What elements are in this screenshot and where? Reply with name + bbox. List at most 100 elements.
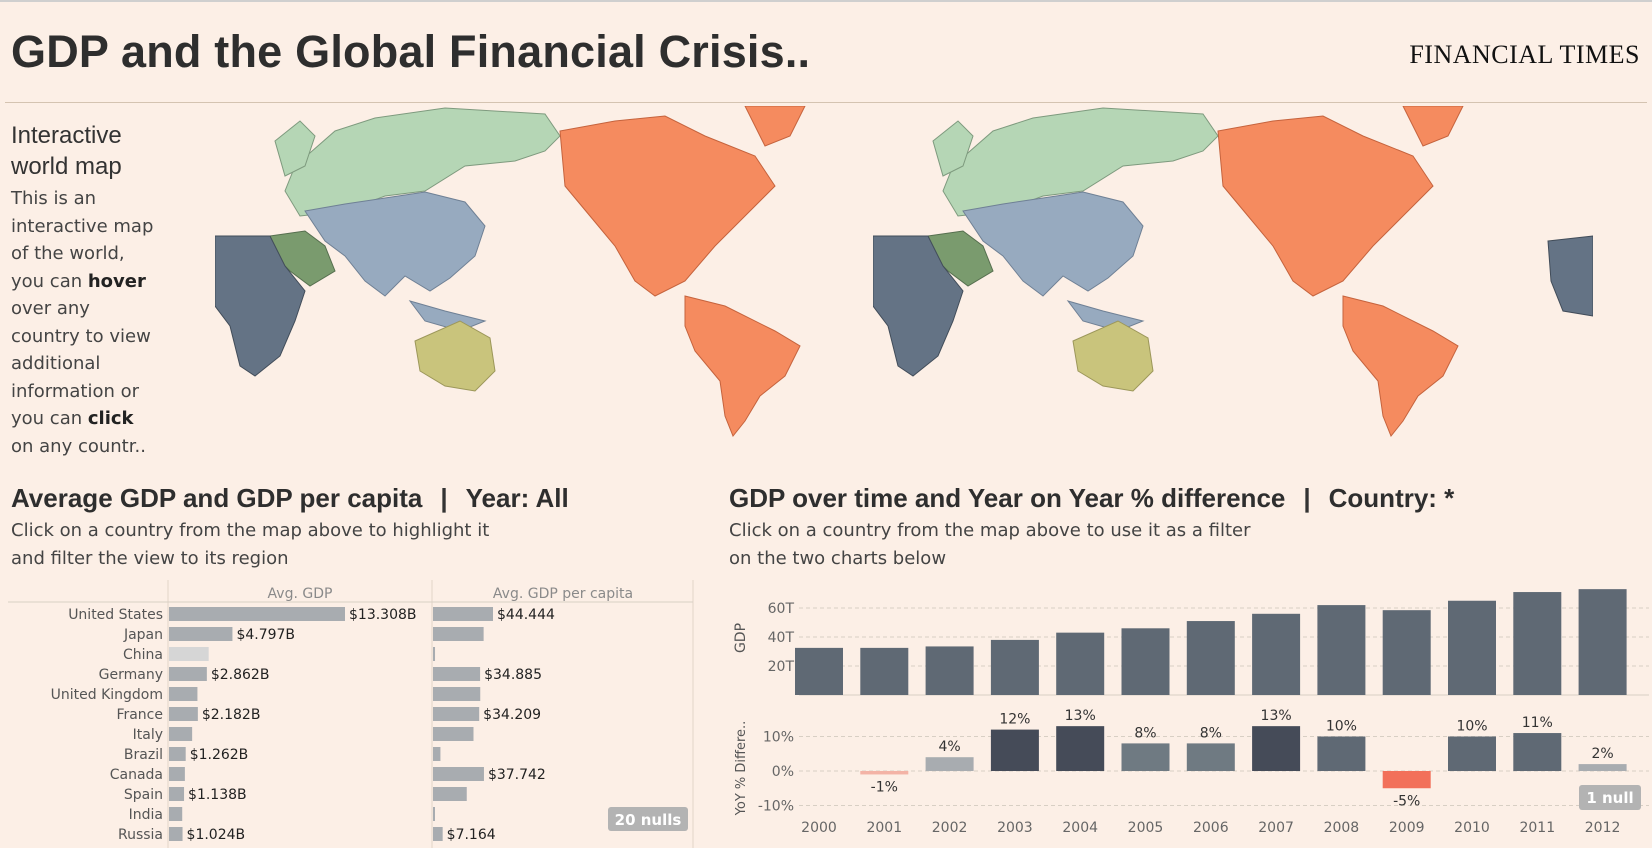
avg-gdp-bar[interactable] [169, 727, 193, 741]
country-label[interactable]: India [129, 807, 163, 823]
yoy-value-label: -1% [871, 779, 898, 795]
avg-gdp-per-capita-bar[interactable] [433, 647, 436, 661]
avg-gdp-bar[interactable] [169, 607, 345, 621]
gdp-bar[interactable] [1121, 628, 1170, 695]
map-region-africa-east-edge[interactable] [1547, 235, 1593, 317]
avg-gdp-per-capita-bar[interactable] [433, 627, 484, 641]
year-tick-label: 2010 [1454, 820, 1490, 836]
yoy-value-label: 11% [1522, 715, 1553, 731]
country-label[interactable]: Germany [99, 667, 163, 683]
gdp-bar[interactable] [1056, 632, 1105, 695]
nulls-badge[interactable] [608, 807, 688, 831]
gdp-bar[interactable] [925, 646, 974, 695]
gdp-bar[interactable] [1382, 610, 1431, 695]
map-region-asia[interactable] [962, 191, 1144, 297]
gdp-bar[interactable] [795, 647, 843, 695]
null-badge[interactable] [1579, 785, 1641, 810]
gdp-bar[interactable] [1448, 600, 1496, 695]
map-region-africa[interactable] [873, 235, 964, 377]
avg-gdp-per-capita-bar[interactable] [433, 827, 443, 841]
map-region-north-america[interactable] [1217, 115, 1434, 297]
year-tick-label: 2005 [1128, 820, 1164, 836]
country-label[interactable]: Canada [110, 767, 163, 783]
map-region-se-asia[interactable] [1066, 300, 1145, 332]
yoy-bar-group[interactable]: -1% 4% 12% 13% 8% 8% 13% 10% -5% 10% 11% 2% [860, 708, 1627, 809]
yoy-value-label: 4% [938, 739, 960, 755]
map-region-greenland[interactable] [744, 106, 806, 147]
country-label[interactable]: Italy [133, 727, 163, 743]
gdp-bar[interactable] [1578, 589, 1627, 695]
map-region-asia[interactable] [304, 191, 486, 297]
avg-gdp-bar[interactable] [169, 787, 185, 801]
col-header-avg-gdp-per-capita: Avg. GDP per capita [493, 586, 633, 602]
avg-gdp-bar[interactable] [169, 807, 183, 821]
country-label[interactable]: Japan [123, 627, 163, 643]
country-label[interactable]: Russia [118, 827, 163, 843]
country-label[interactable]: United Kingdom [51, 687, 163, 703]
avg-gdp-bar[interactable] [169, 667, 207, 681]
avg-gdp-bar[interactable] [169, 747, 186, 761]
map-region-north-america[interactable] [559, 115, 776, 297]
yoy-bar[interactable] [1121, 743, 1170, 771]
map-region-greenland[interactable] [1402, 106, 1464, 147]
gdp-bar[interactable] [990, 639, 1039, 695]
yoy-bar[interactable] [1056, 726, 1105, 771]
avg-gdp-per-capita-bar[interactable] [433, 767, 484, 781]
avg-gdp-value-label: $1.138B [188, 787, 247, 803]
gdp-bar[interactable] [1186, 621, 1235, 695]
yoy-value-label: 12% [999, 712, 1030, 728]
year-tick-label: 2002 [932, 820, 968, 836]
avg-gdp-bar[interactable] [169, 827, 183, 841]
yoy-bar[interactable] [860, 771, 909, 775]
map-region-south-america[interactable] [684, 295, 801, 437]
map-region-scandinavia[interactable] [274, 120, 316, 177]
avg-gdp-chart[interactable]: Avg. GDP Avg. GDP per capita United Stat… [0, 578, 700, 848]
yoy-bar[interactable] [1382, 771, 1431, 789]
avg-gdp-bar[interactable] [169, 627, 233, 641]
gdp-bar[interactable] [860, 647, 909, 695]
avg-gdp-per-capita-bar[interactable] [433, 807, 435, 821]
country-label[interactable]: Spain [124, 787, 163, 803]
yoy-bar[interactable] [1252, 726, 1301, 771]
avg-gdp-per-capita-bar[interactable] [433, 707, 480, 721]
world-map-right[interactable] [873, 106, 1593, 456]
gdp-bar[interactable] [1317, 605, 1366, 695]
country-label[interactable]: Brazil [124, 747, 163, 763]
gdp-tick-label: 60T [768, 601, 795, 617]
map-region-oceania[interactable] [1072, 320, 1154, 392]
left-bar-group[interactable]: United States $13.308B $44.444 Japan $4.797B… [51, 607, 555, 843]
avg-gdp-per-capita-bar[interactable] [433, 787, 467, 801]
yoy-bar[interactable] [990, 729, 1039, 771]
year-tick-label: 2008 [1324, 820, 1360, 836]
avg-gdp-bar[interactable] [169, 687, 198, 701]
avg-gdp-per-capita-bar[interactable] [433, 747, 441, 761]
yoy-bar[interactable] [1578, 764, 1627, 771]
country-label[interactable]: China [123, 647, 163, 663]
gdp-bar-group[interactable] [795, 589, 1627, 695]
avg-gdp-per-capita-bar[interactable] [433, 667, 481, 681]
country-label[interactable]: France [116, 707, 163, 723]
avg-gdp-bar[interactable] [169, 647, 209, 661]
yoy-bar[interactable] [1186, 743, 1235, 771]
yoy-bar[interactable] [1513, 733, 1562, 771]
yoy-bar[interactable] [1317, 736, 1366, 772]
map-region-africa[interactable] [215, 235, 306, 377]
avg-gdp-value-label: $1.024B [187, 827, 246, 843]
gdp-bar[interactable] [1252, 613, 1301, 695]
map-region-south-america[interactable] [1342, 295, 1459, 437]
gdp-over-time-chart[interactable]: 20T 40T 60T GDP 10% 0% -10% YoY % Differe.. -1… [729, 578, 1652, 848]
avg-gdp-per-capita-bar[interactable] [433, 727, 474, 741]
world-map-left[interactable] [215, 106, 875, 456]
yoy-bar[interactable] [925, 757, 974, 771]
country-label[interactable]: United States [68, 607, 163, 623]
map-region-scandinavia[interactable] [932, 120, 974, 177]
avg-gdp-per-capita-bar[interactable] [433, 607, 493, 621]
avg-gdp-bar[interactable] [169, 707, 198, 721]
map-region-se-asia[interactable] [408, 300, 487, 332]
yoy-bar[interactable] [1448, 736, 1496, 772]
avg-gdp-bar[interactable] [169, 767, 185, 781]
map-region-oceania[interactable] [414, 320, 496, 392]
gdp-bar[interactable] [1513, 592, 1562, 695]
avg-gdp-per-capita-bar[interactable] [433, 687, 481, 701]
gdp-axis-label: GDP [733, 623, 749, 653]
